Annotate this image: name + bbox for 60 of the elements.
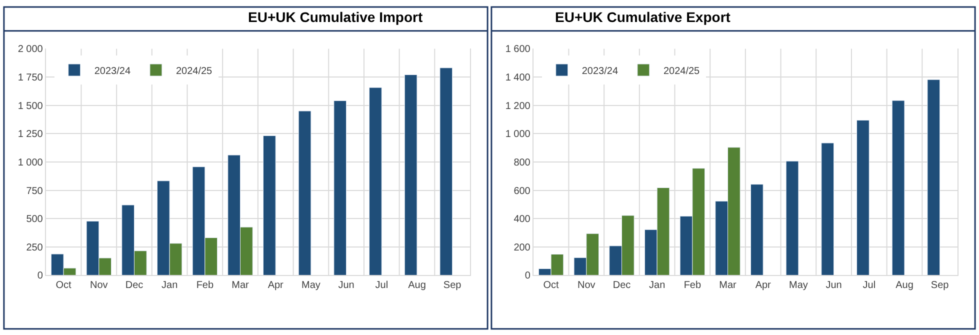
- x-tick-label: Oct: [543, 280, 560, 292]
- x-tick-label: Aug: [896, 280, 914, 292]
- x-tick-label: May: [789, 280, 808, 292]
- x-tick-label: May: [302, 280, 320, 292]
- bar: [334, 100, 347, 276]
- legend-label: 2024/25: [176, 66, 213, 77]
- y-tick-label: 800: [514, 157, 531, 168]
- y-tick-label: 1 750: [18, 72, 44, 84]
- x-tick-label: Nov: [577, 280, 596, 292]
- y-tick-label: 1 200: [505, 100, 531, 112]
- x-tick-label: Feb: [684, 280, 702, 292]
- bar: [440, 68, 453, 276]
- x-tick-label: Jul: [375, 280, 388, 292]
- bar: [262, 135, 276, 276]
- legend-label: 2023/24: [582, 66, 618, 77]
- x-tick-label: Sep: [443, 280, 462, 292]
- x-tick-label: Mar: [719, 280, 738, 292]
- bar: [750, 184, 764, 276]
- x-tick-label: Jun: [826, 280, 842, 292]
- y-tick-label: 1 250: [18, 129, 44, 140]
- x-tick-label: Nov: [90, 280, 108, 292]
- y-tick-label: 500: [26, 214, 44, 226]
- y-tick-label: 400: [514, 214, 531, 226]
- y-tick-label: 200: [514, 242, 531, 254]
- x-tick-label: Jun: [338, 280, 354, 292]
- y-tick-label: 0: [524, 270, 531, 282]
- x-tick-label: Jan: [649, 280, 666, 292]
- legend-label: 2023/24: [94, 66, 131, 77]
- y-tick-label: 600: [514, 186, 531, 197]
- x-tick-label: Aug: [408, 280, 426, 292]
- x-tick-label: Apr: [755, 280, 772, 292]
- x-tick-label: Jan: [162, 280, 178, 292]
- bar: [821, 142, 834, 276]
- bar: [786, 160, 799, 276]
- y-tick-label: 1 400: [505, 72, 531, 84]
- x-tick-label: Dec: [612, 280, 631, 292]
- y-tick-label: 1 000: [505, 129, 531, 140]
- x-tick-label: Oct: [56, 280, 72, 292]
- x-tick-label: Jul: [862, 280, 876, 292]
- chart-title: EU+UK Cumulative Export: [555, 9, 731, 25]
- x-tick-label: Dec: [125, 280, 144, 292]
- bar: [298, 110, 312, 276]
- bar: [892, 100, 905, 276]
- y-tick-label: 750: [26, 186, 44, 197]
- bar: [927, 79, 940, 276]
- chart-title: EU+UK Cumulative Import: [248, 9, 423, 25]
- legend-label: 2024/25: [663, 66, 700, 77]
- x-tick-label: Mar: [232, 280, 250, 292]
- y-tick-label: 1 000: [18, 157, 44, 168]
- x-tick-label: Feb: [196, 280, 214, 292]
- y-tick-label: 0: [37, 270, 44, 282]
- y-tick-label: 2 000: [18, 44, 44, 56]
- x-tick-label: Sep: [930, 280, 950, 292]
- y-tick-label: 250: [26, 242, 44, 254]
- y-tick-label: 1 500: [18, 100, 44, 112]
- bar: [369, 87, 382, 276]
- bar: [404, 74, 418, 276]
- bar: [856, 120, 870, 276]
- x-tick-label: Apr: [268, 280, 284, 292]
- y-tick-label: 1 600: [505, 44, 531, 56]
